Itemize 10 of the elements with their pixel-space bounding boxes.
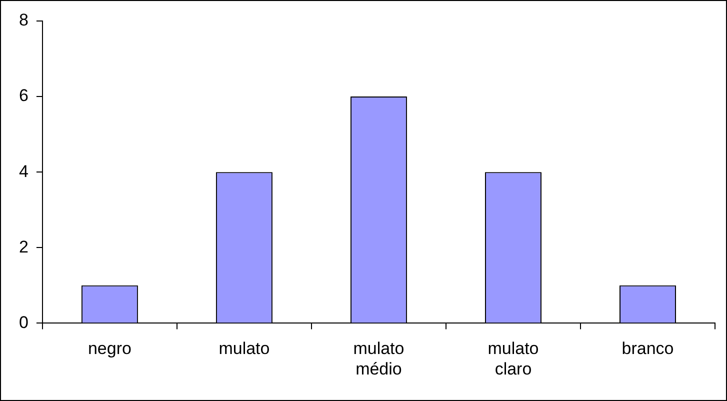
x-tick-label: negro <box>88 339 132 358</box>
y-tick-label: 8 <box>18 10 28 30</box>
x-tick-label: branco <box>622 339 674 358</box>
y-tick-label: 0 <box>18 312 28 332</box>
x-tick-label: mulato <box>218 339 270 358</box>
y-tick-label: 6 <box>18 86 28 106</box>
y-tick-label: 2 <box>18 237 28 256</box>
x-tick-label: mulato claro <box>488 339 539 378</box>
x-tick-label: mulato médio <box>353 339 404 378</box>
y-tick-label: 4 <box>18 162 28 181</box>
